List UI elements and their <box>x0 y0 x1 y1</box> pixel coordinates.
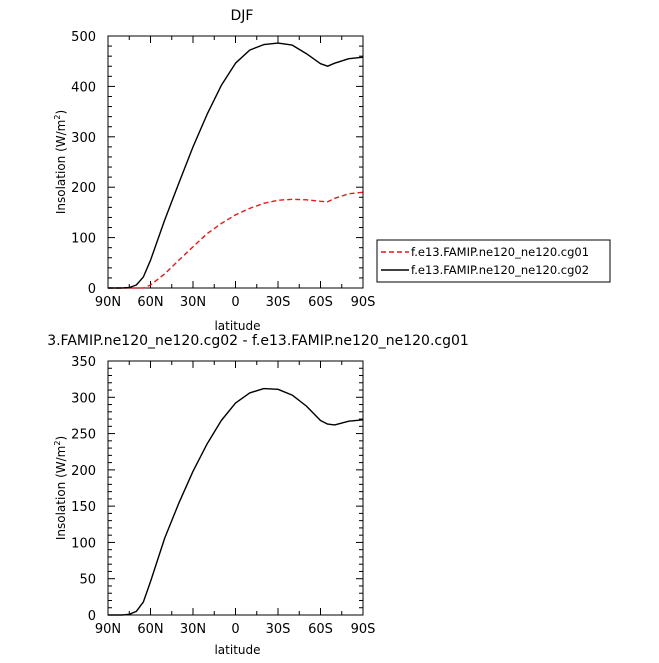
x-tick-label: 0 <box>231 622 239 637</box>
series-line-1 <box>108 387 364 616</box>
y-axis-label-close: ) <box>54 110 68 115</box>
x-tick-label: 30N <box>180 622 206 637</box>
x-tick-label: 30S <box>266 622 291 637</box>
y-tick-label: 100 <box>71 536 96 551</box>
legend-label-2: f.e13.FAMIP.ne120_ne120.cg02 <box>411 263 589 277</box>
x-tick-label: 90S <box>351 622 376 637</box>
x-axis-label: latitude <box>214 319 260 333</box>
x-tick-label: 30S <box>266 295 291 310</box>
series-line-1 <box>108 191 364 289</box>
x-axis-label: latitude <box>214 643 260 657</box>
y-tick-label: 350 <box>71 355 96 370</box>
y-tick-label: 300 <box>71 391 96 406</box>
y-axis-label: Insolation (W/m2) <box>53 436 68 540</box>
y-axis-label-units: (W/m <box>54 446 68 478</box>
y-axis-label-close: ) <box>54 436 68 441</box>
y-tick-label: 250 <box>71 428 96 443</box>
y-tick-label: 400 <box>71 80 96 95</box>
chart-2: 3.FAMIP.ne120_ne120.cg02 - f.e13.FAMIP.n… <box>47 333 469 657</box>
legend-label-1: f.e13.FAMIP.ne120_ne120.cg01 <box>411 245 589 259</box>
y-axis-label-units: (W/m <box>54 120 68 152</box>
y-tick-label: 300 <box>71 131 96 146</box>
plot-frame <box>107 35 364 289</box>
y-tick-label: 0 <box>88 609 96 624</box>
y-axis-label-superscript: 2 <box>53 441 62 446</box>
y-axis-label-superscript: 2 <box>53 115 62 120</box>
x-tick-label: 60N <box>137 295 163 310</box>
y-tick-label: 150 <box>71 500 96 515</box>
y-axis-label: Insolation (W/m2) <box>53 110 68 214</box>
y-tick-label: 500 <box>71 30 96 45</box>
x-tick-label: 90S <box>351 295 376 310</box>
chart-title: DJF <box>231 8 254 24</box>
y-axis-label-name: Insolation <box>54 478 68 540</box>
y-tick-label: 0 <box>88 282 96 297</box>
y-tick-label: 200 <box>71 181 96 196</box>
x-tick-label: 90N <box>95 622 121 637</box>
x-tick-label: 30N <box>180 295 206 310</box>
x-tick-label: 0 <box>231 295 239 310</box>
x-tick-label: 60N <box>137 622 163 637</box>
x-tick-label: 90N <box>95 295 121 310</box>
chart-title: 3.FAMIP.ne120_ne120.cg02 - f.e13.FAMIP.n… <box>47 333 469 349</box>
y-tick-label: 50 <box>79 573 96 588</box>
series-line-2 <box>108 42 364 289</box>
y-tick-label: 200 <box>71 464 96 479</box>
y-tick-label: 100 <box>71 232 96 247</box>
legend-box <box>376 239 611 283</box>
legend: f.e13.FAMIP.ne120_ne120.cg01 f.e13.FAMIP.… <box>376 239 611 283</box>
plot-frame <box>107 360 364 616</box>
chart-1: DJF 90N 60N 30N 0 30S 60S 90S 0 100 200 300 400 500 la… <box>53 8 611 333</box>
y-axis-label-name: Insolation <box>54 152 68 214</box>
x-tick-label: 60S <box>308 295 333 310</box>
x-tick-label: 60S <box>308 622 333 637</box>
